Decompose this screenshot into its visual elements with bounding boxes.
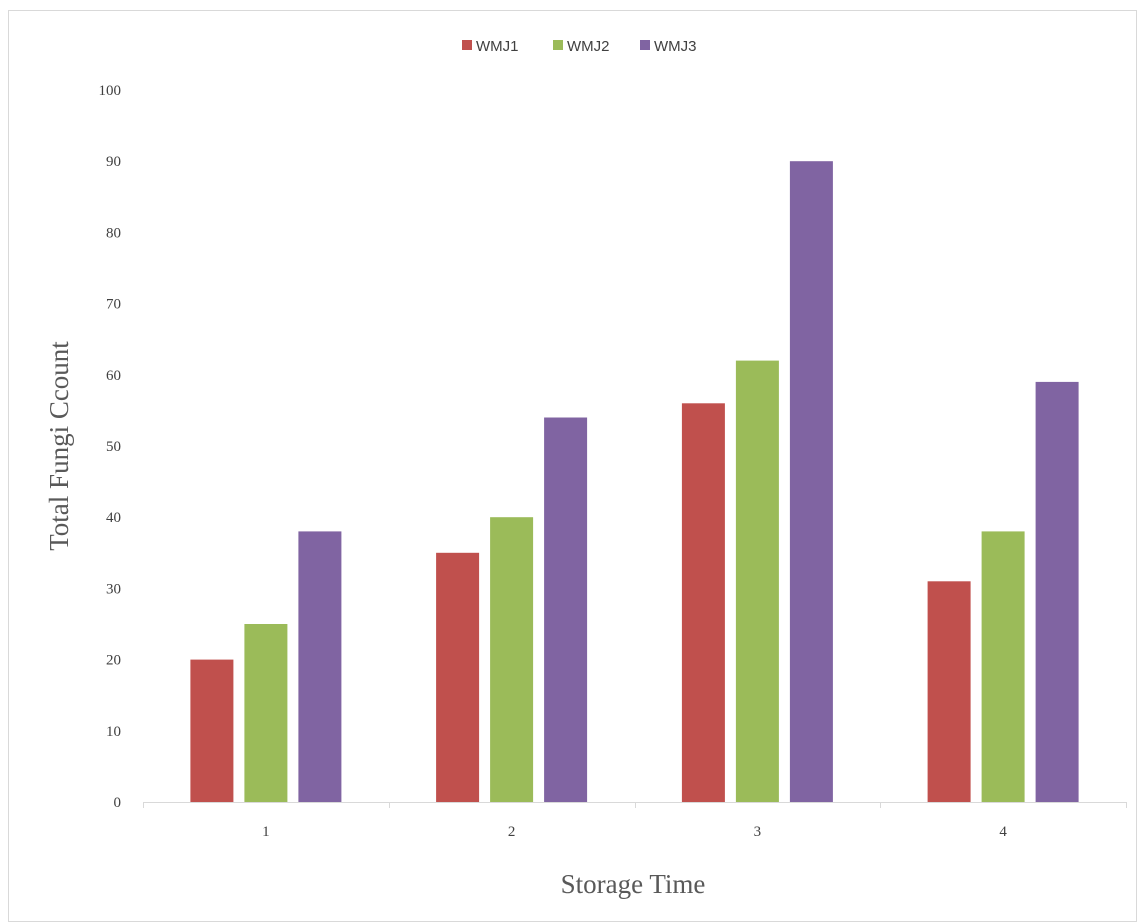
bars — [190, 161, 1079, 802]
y-axis-title: Total Fungi Ccount — [44, 341, 74, 551]
legend-label: WMJ3 — [654, 38, 697, 55]
x-tick-label: 1 — [262, 824, 270, 840]
y-tick-label: 20 — [106, 653, 121, 669]
y-tick-label: 50 — [106, 439, 121, 455]
legend-item-wmj3: WMJ3 — [640, 38, 697, 55]
x-tick-label: 2 — [508, 824, 516, 840]
bar-wmj1-cat-4 — [927, 581, 971, 802]
legend-item-wmj1: WMJ1 — [462, 38, 519, 55]
legend-item-wmj2: WMJ2 — [553, 38, 610, 55]
y-tick-label: 80 — [106, 225, 121, 241]
bar-wmj3-cat-1 — [298, 531, 342, 802]
bar-wmj2-cat-4 — [981, 531, 1025, 802]
legend-swatch — [640, 40, 650, 50]
x-axis-ticks: 1 2 3 4 — [262, 824, 1007, 840]
legend-label: WMJ2 — [567, 38, 610, 55]
y-tick-label: 10 — [106, 724, 121, 740]
bar-wmj1-cat-1 — [190, 659, 234, 802]
y-tick-label: 60 — [106, 368, 121, 384]
y-tick-label: 70 — [106, 297, 121, 313]
x-tick-label: 3 — [754, 824, 762, 840]
y-tick-label: 30 — [106, 581, 121, 597]
y-tick-label: 40 — [106, 510, 121, 526]
bar-wmj2-cat-2 — [490, 517, 534, 802]
bar-wmj3-cat-3 — [789, 161, 833, 802]
x-tick-label: 4 — [999, 824, 1007, 840]
bar-wmj2-cat-1 — [244, 624, 288, 802]
x-axis — [143, 802, 1127, 808]
bar-wmj3-cat-2 — [544, 417, 588, 802]
x-axis-title: Storage Time — [561, 869, 706, 899]
y-axis-ticks: 0 10 20 30 40 50 60 70 80 90 100 — [99, 83, 122, 811]
bar-wmj3-cat-4 — [1035, 381, 1079, 802]
legend-swatch — [553, 40, 563, 50]
bar-wmj1-cat-3 — [681, 403, 725, 802]
legend-label: WMJ1 — [476, 38, 519, 55]
y-tick-label: 0 — [114, 795, 122, 811]
bar-wmj1-cat-2 — [436, 552, 480, 802]
legend: WMJ1 WMJ2 WMJ3 — [462, 38, 697, 55]
legend-swatch — [462, 40, 472, 50]
y-tick-label: 90 — [106, 154, 121, 170]
y-tick-label: 100 — [99, 83, 122, 99]
bar-wmj2-cat-3 — [735, 360, 779, 802]
